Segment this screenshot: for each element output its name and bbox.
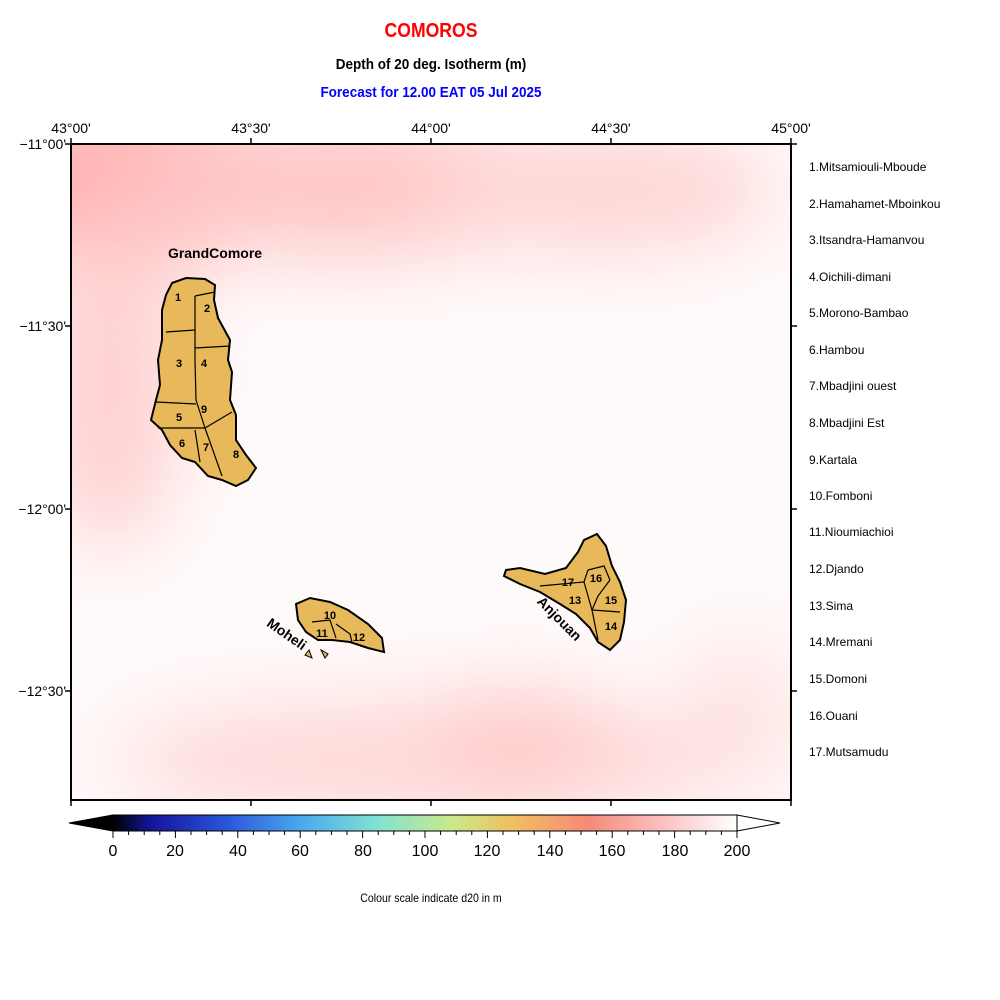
label-grand-comore: GrandComore xyxy=(168,245,262,261)
region-numbers: 1 2 3 4 5 6 7 8 9 10 11 12 13 14 15 16 1… xyxy=(175,292,618,644)
region-number: 8 xyxy=(233,449,239,461)
region-number: 2 xyxy=(204,303,210,315)
region-number: 14 xyxy=(605,621,618,633)
region-number: 3 xyxy=(176,358,182,370)
legend-item: 1.Mitsamiouli-Mboude xyxy=(809,160,927,174)
colorbar-tick-label: 100 xyxy=(411,843,439,860)
colorbar-tick-label: 140 xyxy=(536,843,564,860)
lat-label: −11°30' xyxy=(19,318,66,334)
legend-item: 11.Nioumiachioi xyxy=(809,525,894,539)
colorbar-tick-label: 80 xyxy=(354,843,372,860)
region-number: 17 xyxy=(562,577,574,589)
region-number: 6 xyxy=(179,438,185,450)
island-moheli xyxy=(294,596,386,659)
colorbar-tick-label: 200 xyxy=(723,843,751,860)
legend-item: 8.Mbadjini Est xyxy=(809,416,885,430)
colorbar-note: Colour scale indicate d20 in m xyxy=(360,891,502,905)
lon-label: 44°30' xyxy=(591,120,631,136)
region-number: 16 xyxy=(590,573,602,585)
region-number: 9 xyxy=(201,404,207,416)
legend-item: 6.Hambou xyxy=(809,343,865,357)
region-number: 1 xyxy=(175,292,181,304)
colorbar xyxy=(68,814,781,838)
lon-label: 44°00' xyxy=(411,120,451,136)
region-number: 5 xyxy=(176,412,182,424)
map-subtitle: Depth of 20 deg. Isotherm (m) xyxy=(335,56,527,73)
region-number: 15 xyxy=(605,595,617,607)
colorbar-tick-label: 120 xyxy=(473,843,501,860)
lat-label: −12°30' xyxy=(18,683,66,699)
colorbar-tick-label: 180 xyxy=(661,843,689,860)
legend-item: 10.Fomboni xyxy=(809,489,873,503)
legend-item: 16.Ouani xyxy=(809,709,858,723)
legend-item: 7.Mbadjini ouest xyxy=(809,379,897,393)
legend-item: 13.Sima xyxy=(809,599,854,613)
lon-label: 43°00' xyxy=(51,120,91,136)
legend-item: 9.Kartala xyxy=(809,453,858,467)
region-number: 12 xyxy=(353,632,365,644)
map-title: COMOROS xyxy=(384,20,478,42)
legend-item: 5.Morono-Bambao xyxy=(809,306,909,320)
region-number: 10 xyxy=(324,610,336,622)
region-number: 4 xyxy=(201,358,208,370)
colorbar-tick-label: 40 xyxy=(229,843,247,860)
colorbar-tick-label: 160 xyxy=(598,843,626,860)
lon-label: 43°30' xyxy=(231,120,271,136)
region-number: 7 xyxy=(203,442,209,454)
legend-item: 15.Domoni xyxy=(809,672,868,686)
colorbar-tick-label: 20 xyxy=(166,843,184,860)
legend-item: 2.Hamahamet-Mboinkou xyxy=(809,197,941,211)
colorbar-tick-label: 0 xyxy=(108,843,118,860)
island-anjouan xyxy=(502,532,628,652)
forecast-time: Forecast for 12.00 EAT 05 Jul 2025 xyxy=(320,84,542,101)
lon-label: 45°00' xyxy=(771,120,811,136)
island-grand-comore xyxy=(149,276,258,488)
colorbar-tick-label: 60 xyxy=(291,843,309,860)
region-number: 13 xyxy=(569,595,581,607)
legend-item: 17.Mutsamudu xyxy=(809,745,889,759)
legend-item: 12.Djando xyxy=(809,562,864,576)
legend-item: 4.Oichili-dimani xyxy=(809,270,892,284)
legend-item: 3.Itsandra-Hamanvou xyxy=(809,233,925,247)
lat-label: −12°00' xyxy=(18,501,66,517)
legend-item: 14.Mremani xyxy=(809,635,873,649)
region-number: 11 xyxy=(316,628,328,640)
frame-ticks xyxy=(65,138,797,806)
d20-field xyxy=(71,144,791,800)
lat-label: −11°00' xyxy=(19,136,66,152)
